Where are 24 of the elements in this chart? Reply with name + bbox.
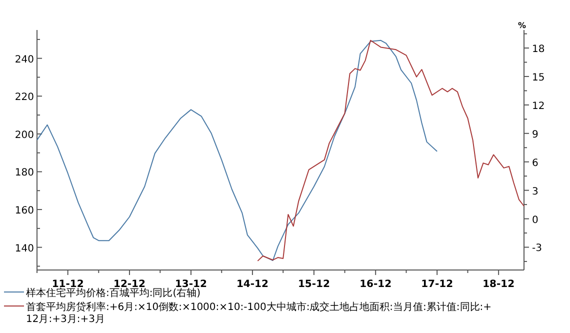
y-tick-label: 160	[14, 206, 34, 217]
y-tick-label: 180	[14, 168, 34, 179]
legend-label: 首套平均房贷利率:+6月:×10倒数:×1000:×10:-100大中城市:成交土地占地面积:当月值:累计值:同比:+12月:+3月:+3月	[26, 301, 492, 325]
y2-tick-label: 12	[532, 100, 545, 112]
y2-tick-label: 18	[532, 44, 545, 56]
line-series	[257, 40, 524, 262]
y2-tick-label: -3	[532, 243, 542, 254]
x-tick-label: 14-12	[236, 279, 268, 290]
y-tick-label: 220	[14, 92, 34, 104]
line-series	[36, 40, 438, 262]
legend-label: 样本住宅平均价格:百城平均:同比(右轴)	[26, 287, 201, 299]
y-tick-label: 200	[14, 130, 34, 141]
x-tick-label: 17-12	[421, 279, 454, 290]
y2-tick-label: 0	[532, 214, 538, 226]
y2-tick-label: 15	[532, 72, 545, 84]
y2-tick-label: 3	[532, 186, 538, 198]
y-tick-label: 140	[14, 243, 34, 254]
y2-tick-label: 6	[532, 158, 538, 169]
y2-tick-label: 9	[532, 129, 538, 140]
x-tick-label: 18-12	[482, 279, 515, 290]
y2-axis-title: %	[518, 21, 526, 30]
x-tick-label: 16-12	[360, 279, 392, 290]
x-tick-label: 15-12	[298, 279, 330, 290]
y-tick-label: 240	[14, 54, 34, 66]
